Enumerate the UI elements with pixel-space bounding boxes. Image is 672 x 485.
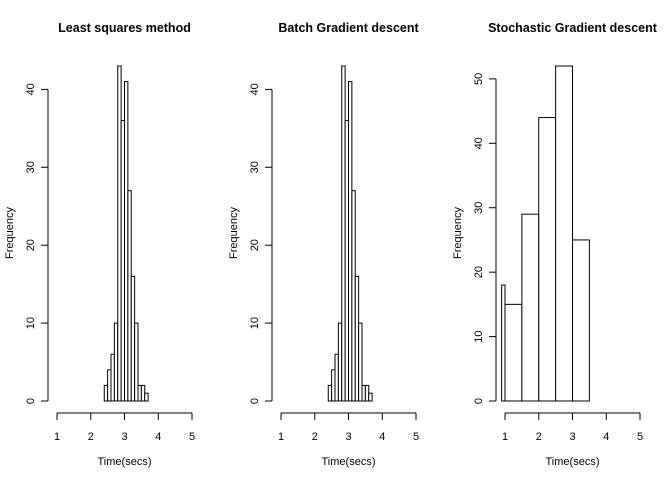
y-tick-label: 40: [249, 83, 261, 95]
x-tick-label: 2: [312, 431, 318, 443]
histogram-bar: [361, 384, 366, 402]
histogram-bar: [572, 239, 590, 402]
y-tick-label: 30: [473, 202, 485, 214]
chart-title: Least squares method: [58, 21, 191, 35]
chart-panel-3: Stochastic Gradient descent 1 2 3 4 5 Time(sec…: [452, 21, 658, 468]
y-tick-label: 10: [25, 317, 37, 329]
y-tick-label: 40: [25, 83, 37, 95]
x-tick-label: 2: [88, 431, 94, 443]
histogram-bar: [103, 384, 109, 402]
x-axis-label: Time(secs): [322, 456, 376, 468]
y-tick-label: 50: [473, 73, 485, 85]
histogram-bar: [501, 284, 506, 402]
y-axis-label: Frequency: [4, 207, 16, 259]
x-tick-label: 4: [155, 431, 161, 443]
y-tick-label: 20: [25, 239, 37, 251]
histogram-bar: [113, 322, 119, 402]
histogram-bar: [348, 81, 353, 402]
histogram-bar: [127, 190, 132, 402]
histogram-bar: [351, 190, 356, 402]
y-tick-label: 0: [249, 398, 261, 404]
y-tick-label: 30: [25, 161, 37, 173]
x-tick-label: 1: [54, 431, 60, 443]
y-tick-label: 20: [473, 266, 485, 278]
histogram-bar: [140, 384, 146, 402]
histogram-bar: [504, 303, 523, 402]
x-tick-label: 3: [345, 431, 351, 443]
histogram-bar: [354, 275, 360, 402]
histogram-bar: [120, 120, 125, 402]
chart-panel-2: Batch Gradient descent 1 2 3 4 5 Time(secs) 0 10…: [228, 21, 419, 468]
x-axis-label: Time(secs): [98, 456, 152, 468]
x-tick-label: 1: [278, 431, 284, 443]
histogram-bar: [110, 353, 115, 402]
histogram-bar: [130, 275, 136, 402]
histogram-bar: [555, 65, 573, 402]
histogram-bar: [134, 322, 139, 402]
histogram-bar: [107, 369, 112, 402]
chart-title: Stochastic Gradient descent: [488, 21, 658, 35]
x-tick-label: 4: [379, 431, 385, 443]
x-tick-label: 3: [569, 431, 575, 443]
y-axis-label: Frequency: [452, 207, 464, 259]
x-tick-label: 2: [536, 431, 542, 443]
y-tick-label: 0: [473, 398, 485, 404]
x-tick-label: 4: [603, 431, 609, 443]
y-tick-label: 0: [25, 398, 37, 404]
x-tick-label: 3: [121, 431, 127, 443]
histogram-bar: [331, 369, 336, 402]
x-tick-label: 5: [413, 431, 419, 443]
histogram-bar: [344, 120, 349, 402]
histogram-bar: [137, 384, 142, 402]
x-tick-label: 5: [637, 431, 643, 443]
y-tick-label: 30: [249, 161, 261, 173]
chart-panel-1: Least squares method 1 2 3 4 5 Time(secs) 0 10 20…: [4, 21, 195, 468]
histogram-bar: [341, 65, 346, 402]
y-tick-label: 40: [473, 137, 485, 149]
x-tick-label: 1: [502, 431, 508, 443]
chart-title: Batch Gradient descent: [278, 21, 419, 35]
y-tick-label: 10: [249, 317, 261, 329]
histogram-bar: [364, 384, 370, 402]
y-axis-label: Frequency: [228, 207, 240, 259]
y-tick-label: 10: [473, 330, 485, 342]
histogram-bar: [334, 353, 339, 402]
x-axis-label: Time(secs): [546, 456, 600, 468]
y-tick-label: 20: [249, 239, 261, 251]
x-tick-label: 5: [189, 431, 195, 443]
histogram-bar: [521, 213, 540, 402]
histogram-bar: [144, 392, 149, 402]
histogram-bar: [327, 384, 333, 402]
histogram-bar: [337, 322, 343, 402]
histogram-bar: [538, 117, 557, 402]
histogram-bar: [124, 81, 129, 402]
histogram-bar: [368, 392, 373, 402]
histogram-bar: [117, 65, 122, 402]
histogram-bar: [358, 322, 363, 402]
